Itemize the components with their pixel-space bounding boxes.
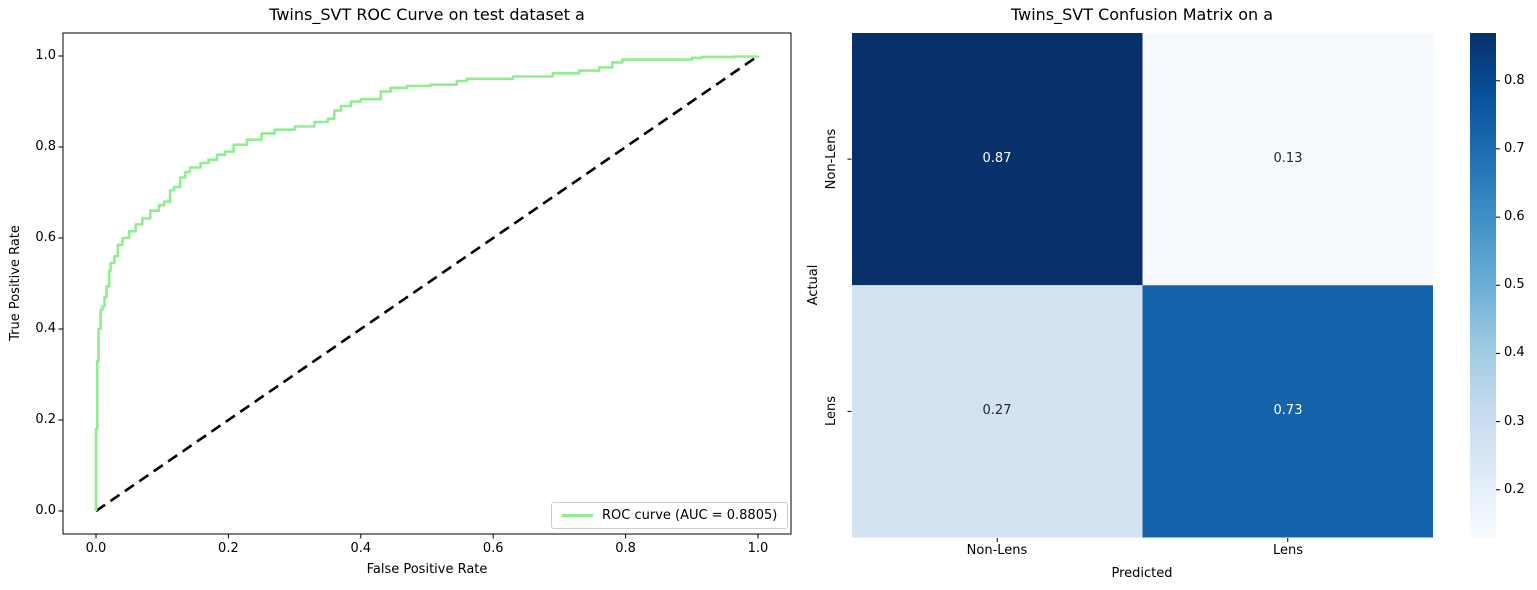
cm-row-label-non-lens: Non-Lens (824, 128, 839, 190)
colorbar-tick-label: 0.4 (1504, 345, 1525, 361)
cm-title: Twins_SVT Confusion Matrix on a (1010, 5, 1274, 24)
roc-x-tick-label: 0.6 (482, 541, 504, 556)
cm-ylabel: Actual (806, 264, 821, 306)
colorbar-tick-label: 0.7 (1504, 140, 1525, 156)
roc-legend-line-swatch (562, 514, 593, 517)
chance-diagonal-line (95, 54, 759, 513)
colorbar-tick-label: 0.2 (1504, 481, 1525, 497)
roc-x-tick-label: 0.0 (85, 541, 107, 556)
roc-y-tick-label: 0.8 (35, 139, 56, 154)
tick-marks (58, 55, 1500, 542)
colorbar (1470, 33, 1496, 538)
cm-cell-0-1 (1142, 33, 1433, 286)
colorbar-tick-label: 0.8 (1504, 72, 1525, 88)
cm-row-label-lens: Lens (824, 395, 839, 427)
cm-cell-1-0 (852, 285, 1143, 538)
roc-x-tick-label: 0.2 (218, 541, 239, 556)
roc-title: Twins_SVT ROC Curve on test dataset a (269, 5, 585, 24)
cm-cell-value-1-1: 0.73 (1273, 403, 1303, 418)
cm-cell-1-1 (1142, 285, 1433, 538)
roc-curve (94, 55, 760, 511)
colorbar-tick-label: 0.6 (1504, 209, 1525, 225)
roc-xlabel: False Positive Rate (366, 562, 488, 577)
roc-x-tick-label: 0.8 (615, 541, 636, 556)
roc-axes-frame (62, 32, 792, 535)
roc-y-tick-label: 0.4 (35, 321, 56, 336)
roc-y-tick-label: 0.6 (35, 230, 56, 245)
roc-legend-label: ROC curve (AUC = 0.8805) (602, 508, 778, 523)
cm-cell-value-1-0: 0.27 (982, 403, 1012, 418)
roc-y-tick-label: 0.0 (35, 503, 56, 518)
roc-legend: ROC curve (AUC = 0.8805) (551, 502, 788, 529)
cm-cell-0-0 (852, 33, 1143, 286)
cm-cell-value-0-0: 0.87 (982, 151, 1012, 166)
cm-col-label-non-lens: Non-Lens (966, 543, 1028, 558)
roc-y-tick-label: 1.0 (35, 48, 56, 63)
colorbar-tick-label: 0.3 (1504, 413, 1525, 429)
cm-xlabel: Predicted (1111, 566, 1173, 581)
roc-y-tick-label: 0.2 (35, 412, 56, 427)
roc-x-tick-label: 0.4 (350, 541, 372, 556)
roc-x-tick-label: 1.0 (747, 541, 769, 556)
cm-col-label-lens: Lens (1272, 543, 1304, 558)
colorbar-tick-label: 0.5 (1504, 277, 1525, 293)
cm-cell-value-0-1: 0.13 (1273, 151, 1303, 166)
